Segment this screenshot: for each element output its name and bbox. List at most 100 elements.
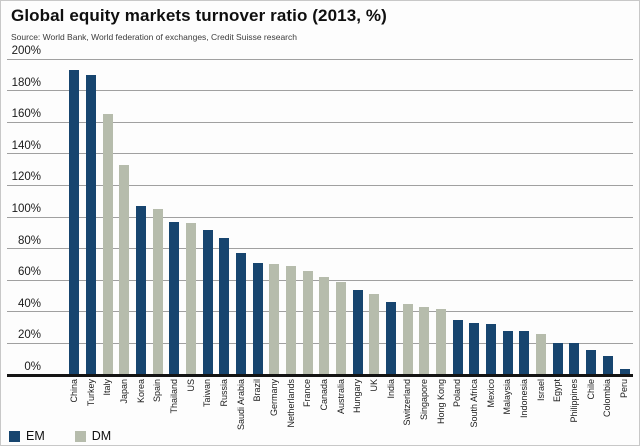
x-tick-label: Hong Kong bbox=[435, 379, 446, 425]
y-axis: 0% 20% 40% 60% 80% 100% 120% 140% 160% 180% 200% bbox=[7, 45, 41, 375]
bar-column-china bbox=[66, 59, 83, 375]
bar-india bbox=[386, 302, 397, 375]
chart-source: Source: World Bank, World federation of … bbox=[11, 32, 297, 42]
x-tick-hungary: Hungary bbox=[349, 379, 366, 437]
x-tick-uk: UK bbox=[366, 379, 383, 437]
bar-column-malaysia bbox=[499, 59, 516, 375]
y-tick-label: 160% bbox=[11, 108, 41, 121]
bar-canada bbox=[319, 277, 330, 375]
chart-title: Global equity markets turnover ratio (20… bbox=[11, 6, 387, 25]
bar-column-chile bbox=[583, 59, 600, 375]
x-tick-label: Korea bbox=[135, 379, 146, 404]
x-tick-india: India bbox=[383, 379, 400, 437]
y-tick-label: 120% bbox=[11, 171, 41, 184]
bar-column-spain bbox=[149, 59, 166, 375]
plot-area bbox=[66, 59, 633, 375]
x-tick-label: Russia bbox=[218, 379, 229, 407]
bar-japan bbox=[119, 164, 130, 375]
x-tick-label: Taiwan bbox=[202, 379, 213, 408]
y-tick-label: 180% bbox=[11, 76, 41, 89]
x-tick-label: Mexico bbox=[485, 379, 496, 408]
x-tick-label: India bbox=[385, 379, 396, 399]
legend-item-dm: DM bbox=[74, 429, 112, 443]
bar-column-turkey bbox=[83, 59, 100, 375]
bar-philippines bbox=[569, 343, 580, 375]
bar-russia bbox=[219, 237, 230, 375]
x-tick-us: US bbox=[183, 379, 200, 437]
gridline bbox=[7, 58, 633, 60]
bar-column-saudi-arabia bbox=[233, 59, 250, 375]
bar-saudi-arabia bbox=[236, 253, 247, 375]
gridline bbox=[7, 153, 633, 155]
bar-hong-kong bbox=[436, 308, 447, 375]
x-tick-label: Spain bbox=[152, 379, 163, 403]
x-tick-label: Israel bbox=[535, 379, 546, 402]
x-tick-peru: Peru bbox=[616, 379, 633, 437]
x-tick-thailand: Thailand bbox=[166, 379, 183, 437]
bar-switzerland bbox=[402, 303, 413, 375]
x-tick-poland: Poland bbox=[449, 379, 466, 437]
bar-column-mexico bbox=[483, 59, 500, 375]
x-tick-colombia: Colombia bbox=[600, 379, 617, 437]
bar-italy bbox=[102, 114, 113, 375]
bar-netherlands bbox=[286, 265, 297, 375]
x-tick-label: Malaysia bbox=[502, 379, 513, 415]
bar-column-israel bbox=[533, 59, 550, 375]
bar-malaysia bbox=[502, 330, 513, 375]
legend-item-em: EM bbox=[9, 429, 45, 443]
x-tick-saudi-arabia: Saudi Arabia bbox=[233, 379, 250, 437]
bar-column-japan bbox=[116, 59, 133, 375]
bar-column-indonesia bbox=[516, 59, 533, 375]
bar-column-france bbox=[299, 59, 316, 375]
bar-column-taiwan bbox=[199, 59, 216, 375]
bar-israel bbox=[536, 333, 547, 375]
bar-column-germany bbox=[266, 59, 283, 375]
bar-australia bbox=[336, 281, 347, 375]
x-tick-label: France bbox=[302, 379, 313, 408]
bar-spain bbox=[152, 209, 163, 375]
bar-column-peru bbox=[616, 59, 633, 375]
bar-column-egypt bbox=[549, 59, 566, 375]
x-tick-label: Italy bbox=[102, 379, 113, 396]
bar-us bbox=[186, 223, 197, 375]
x-tick-label: Turkey bbox=[85, 379, 96, 407]
bar-column-australia bbox=[333, 59, 350, 375]
x-tick-malaysia: Malaysia bbox=[499, 379, 516, 437]
x-axis-line bbox=[7, 373, 633, 377]
bar-column-canada bbox=[316, 59, 333, 375]
x-tick-south-africa: South Africa bbox=[466, 379, 483, 437]
x-tick-egypt: Egypt bbox=[549, 379, 566, 437]
bar-germany bbox=[269, 264, 280, 375]
y-tick-label: 80% bbox=[17, 234, 41, 247]
x-tick-netherlands: Netherlands bbox=[283, 379, 300, 437]
y-tick-label: 0% bbox=[24, 361, 41, 373]
y-tick-label: 20% bbox=[17, 329, 41, 342]
bar-turkey bbox=[86, 74, 96, 375]
bar-indonesia bbox=[519, 330, 530, 375]
y-tick-label: 200% bbox=[11, 45, 41, 57]
x-tick-label: Hungary bbox=[352, 379, 363, 414]
x-tick-label: Poland bbox=[452, 379, 463, 408]
bar-france bbox=[302, 270, 313, 375]
x-tick-label: UK bbox=[368, 379, 379, 392]
legend-swatch-dm bbox=[74, 430, 86, 442]
y-tick-label: 40% bbox=[17, 297, 41, 310]
x-tick-israel: Israel bbox=[533, 379, 550, 437]
legend-label: DM bbox=[91, 429, 112, 443]
x-tick-singapore: Singapore bbox=[416, 379, 433, 437]
x-tick-label: Australia bbox=[335, 379, 346, 415]
bar-column-hong-kong bbox=[433, 59, 450, 375]
bar-egypt bbox=[552, 343, 563, 375]
bar-column-russia bbox=[216, 59, 233, 375]
x-tick-label: Brazil bbox=[252, 379, 263, 402]
bar-brazil bbox=[252, 262, 263, 375]
bar-column-colombia bbox=[600, 59, 617, 375]
x-tick-taiwan: Taiwan bbox=[199, 379, 216, 437]
x-tick-label: Peru bbox=[619, 379, 629, 399]
x-tick-label: Egypt bbox=[552, 379, 563, 403]
bar-column-poland bbox=[449, 59, 466, 375]
bar-uk bbox=[369, 294, 380, 375]
x-tick-label: South Africa bbox=[468, 379, 479, 428]
bar-chile bbox=[586, 349, 597, 375]
